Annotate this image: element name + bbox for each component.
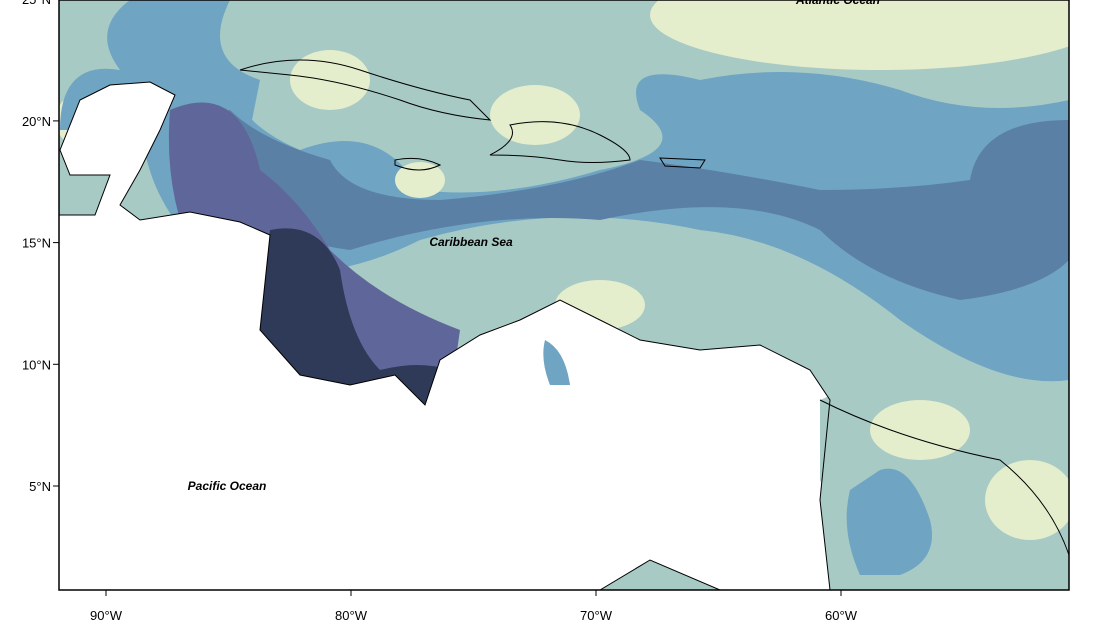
contour-light: [490, 85, 580, 145]
y-tick-label: 5°N: [29, 479, 51, 494]
y-tick-label: 25°N: [22, 0, 51, 7]
place-label: Caribbean Sea: [429, 235, 513, 249]
place-label: Atlantic Ocean: [795, 0, 880, 7]
x-tick-label: 80°W: [335, 608, 368, 623]
contour-mid: [141, 60, 1069, 382]
contour-light: [650, 0, 1069, 70]
x-tick-label: 90°W: [90, 608, 123, 623]
x-tick-label: 60°W: [825, 608, 858, 623]
contour-light: [985, 460, 1069, 540]
contour-light: [395, 162, 445, 198]
coastline: [59, 81, 1069, 590]
coastline: [489, 121, 631, 163]
place-label: Pacific Ocean: [188, 479, 267, 493]
contour-mid: [846, 468, 932, 575]
contour-field: [59, 0, 1069, 590]
contour-light: [870, 400, 970, 460]
coastline: [659, 157, 706, 169]
x-tick-label: 70°W: [580, 608, 613, 623]
coastline: [394, 157, 442, 171]
land: [59, 82, 830, 590]
y-tick-label: 10°N: [22, 357, 51, 372]
coastline: [239, 59, 492, 121]
map-frame: [58, 0, 1070, 591]
lake: [543, 340, 570, 385]
y-tick-label: 20°N: [22, 114, 51, 129]
contour-dark: [170, 110, 1069, 300]
y-tick-label: 15°N: [22, 236, 51, 251]
contour-light: [290, 50, 370, 110]
contour-deepest: [255, 228, 450, 410]
